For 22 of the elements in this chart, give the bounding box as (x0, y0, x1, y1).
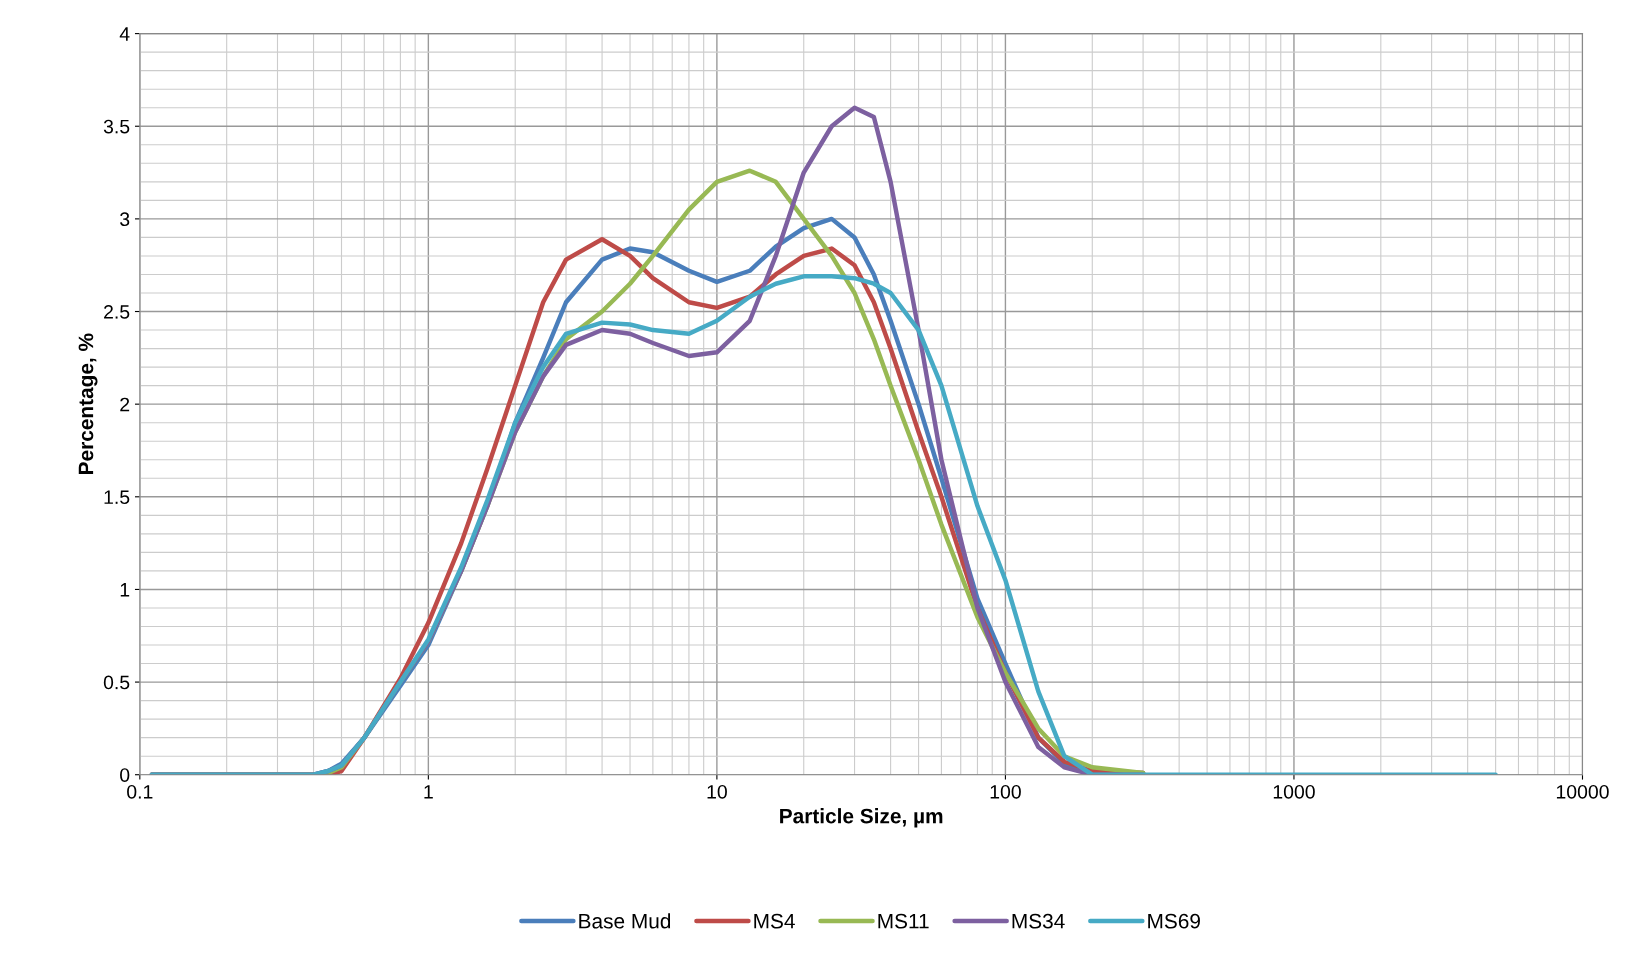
y-tick-label: 0.5 (103, 675, 130, 690)
y-tick-label: 1.5 (104, 490, 130, 505)
x-tick-label: 10000 (1556, 784, 1609, 799)
y-tick-label: 0 (120, 768, 130, 782)
y-tick-label: 2 (120, 397, 130, 412)
x-tick-label: 10 (707, 784, 727, 799)
x-tick-label: 1000 (1273, 784, 1315, 799)
legend-label: MS34 (1012, 913, 1065, 929)
x-tick-label: 1 (424, 785, 433, 799)
legend-label: MS4 (754, 913, 795, 929)
x-tick-label: 0.1 (127, 784, 153, 799)
legend-label: MS11 (878, 913, 929, 929)
y-tick-label: 2.5 (104, 304, 130, 319)
y-tick-label: 3.5 (103, 119, 130, 134)
y-axis-title: Percentage, % (78, 333, 98, 474)
x-axis-title: Particle Size, µm (780, 808, 943, 828)
x-tick-label: 100 (990, 784, 1021, 799)
legend-label: Base Mud (579, 913, 671, 929)
y-tick-label: 3 (120, 212, 130, 227)
legend-label: MS69 (1148, 913, 1200, 929)
y-tick-label: 4 (119, 27, 130, 41)
y-tick-label: 1 (120, 583, 130, 597)
